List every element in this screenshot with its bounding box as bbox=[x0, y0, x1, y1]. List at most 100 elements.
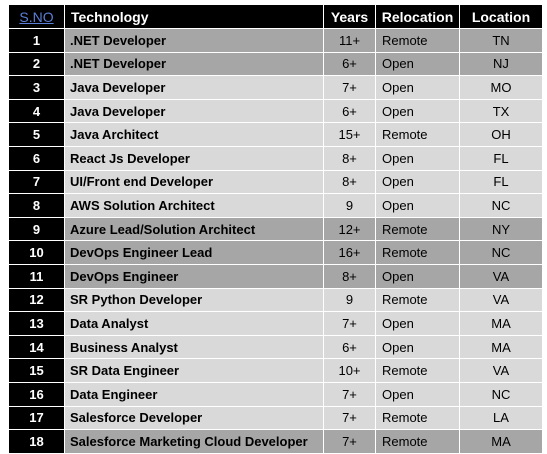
row-years: 16+ bbox=[323, 240, 376, 265]
row-relocation: Open bbox=[375, 98, 460, 124]
row-location: TN bbox=[459, 28, 543, 53]
row-technology: .NET Developer bbox=[64, 28, 324, 53]
row-technology: SR Python Developer bbox=[64, 287, 324, 313]
table-row: 17 Salesforce Developer 7+ Remote LA bbox=[8, 405, 543, 431]
table-row: 6 React Js Developer 8+ Open FL bbox=[8, 145, 543, 171]
table-row: 16 Data Engineer 7+ Open NC bbox=[8, 381, 543, 407]
row-years: 6+ bbox=[323, 334, 376, 360]
header-sno-link[interactable]: S.NO bbox=[8, 4, 65, 29]
header-relocation: Relocation bbox=[375, 4, 460, 29]
row-years: 10+ bbox=[323, 358, 376, 383]
table-body: 1 .NET Developer 11+ Remote TN 2 .NET Develope… bbox=[8, 28, 543, 454]
table-row: 4 Java Developer 6+ Open TX bbox=[8, 98, 543, 124]
row-sno: 7 bbox=[8, 169, 65, 195]
row-years: 7+ bbox=[323, 381, 376, 407]
row-years: 6+ bbox=[323, 98, 376, 124]
row-years: 11+ bbox=[323, 28, 376, 53]
table-row: 8 AWS Solution Architect 9 Open NC bbox=[8, 193, 543, 218]
row-sno: 9 bbox=[8, 216, 65, 242]
row-location: MO bbox=[459, 75, 543, 100]
row-sno: 6 bbox=[8, 145, 65, 171]
row-location: MA bbox=[459, 311, 543, 336]
row-sno: 13 bbox=[8, 311, 65, 336]
row-sno: 5 bbox=[8, 122, 65, 147]
row-technology: Salesforce Developer bbox=[64, 405, 324, 431]
row-sno: 4 bbox=[8, 98, 65, 124]
row-location: VA bbox=[459, 263, 543, 289]
row-sno: 1 bbox=[8, 28, 65, 53]
row-location: NY bbox=[459, 216, 543, 242]
table-row: 15 SR Data Engineer 10+ Remote VA bbox=[8, 358, 543, 383]
row-sno: 14 bbox=[8, 334, 65, 360]
row-relocation: Open bbox=[375, 381, 460, 407]
table-row: 9 Azure Lead/Solution Architect 12+ Remote N… bbox=[8, 216, 543, 242]
table-row: 13 Data Analyst 7+ Open MA bbox=[8, 311, 543, 336]
row-relocation: Open bbox=[375, 51, 460, 77]
row-relocation: Remote bbox=[375, 287, 460, 313]
row-relocation: Remote bbox=[375, 28, 460, 53]
table-header-row: S.NO Technology Years Relocation Locatio… bbox=[8, 4, 543, 29]
row-location: NC bbox=[459, 240, 543, 265]
table-row: 1 .NET Developer 11+ Remote TN bbox=[8, 28, 543, 53]
row-technology: Data Analyst bbox=[64, 311, 324, 336]
table-row: 11 DevOps Engineer 8+ Open VA bbox=[8, 263, 543, 289]
row-technology: Java Developer bbox=[64, 75, 324, 100]
row-years: 7+ bbox=[323, 75, 376, 100]
row-years: 15+ bbox=[323, 122, 376, 147]
row-relocation: Open bbox=[375, 193, 460, 218]
row-years: 8+ bbox=[323, 169, 376, 195]
row-years: 9 bbox=[323, 193, 376, 218]
row-sno: 8 bbox=[8, 193, 65, 218]
row-technology: DevOps Engineer Lead bbox=[64, 240, 324, 265]
row-sno: 11 bbox=[8, 263, 65, 289]
row-location: OH bbox=[459, 122, 543, 147]
row-relocation: Open bbox=[375, 311, 460, 336]
row-location: NC bbox=[459, 193, 543, 218]
row-years: 7+ bbox=[323, 311, 376, 336]
row-relocation: Open bbox=[375, 263, 460, 289]
row-sno: 10 bbox=[8, 240, 65, 265]
row-location: FL bbox=[459, 169, 543, 195]
row-location: TX bbox=[459, 98, 543, 124]
row-technology: SR Data Engineer bbox=[64, 358, 324, 383]
row-technology: Azure Lead/Solution Architect bbox=[64, 216, 324, 242]
row-relocation: Remote bbox=[375, 122, 460, 147]
table-row: 2 .NET Developer 6+ Open NJ bbox=[8, 51, 543, 77]
row-technology: Data Engineer bbox=[64, 381, 324, 407]
table-row: 14 Business Analyst 6+ Open MA bbox=[8, 334, 543, 360]
row-location: VA bbox=[459, 358, 543, 383]
row-years: 6+ bbox=[323, 51, 376, 77]
row-technology: .NET Developer bbox=[64, 51, 324, 77]
row-relocation: Open bbox=[375, 334, 460, 360]
row-sno: 17 bbox=[8, 405, 65, 431]
table-row: 3 Java Developer 7+ Open MO bbox=[8, 75, 543, 100]
table-row: 7 UI/Front end Developer 8+ Open FL bbox=[8, 169, 543, 195]
table-row: 10 DevOps Engineer Lead 16+ Remote NC bbox=[8, 240, 543, 265]
row-relocation: Remote bbox=[375, 358, 460, 383]
row-technology: Java Developer bbox=[64, 98, 324, 124]
row-technology: AWS Solution Architect bbox=[64, 193, 324, 218]
row-sno: 3 bbox=[8, 75, 65, 100]
row-sno: 18 bbox=[8, 429, 65, 454]
row-years: 8+ bbox=[323, 145, 376, 171]
row-years: 12+ bbox=[323, 216, 376, 242]
row-sno: 12 bbox=[8, 287, 65, 313]
header-technology: Technology bbox=[64, 4, 324, 29]
row-technology: DevOps Engineer bbox=[64, 263, 324, 289]
row-technology: Business Analyst bbox=[64, 334, 324, 360]
header-location: Location bbox=[459, 4, 543, 29]
row-sno: 16 bbox=[8, 381, 65, 407]
row-relocation: Open bbox=[375, 75, 460, 100]
job-openings-table: S.NO Technology Years Relocation Locatio… bbox=[8, 4, 543, 454]
row-location: NC bbox=[459, 381, 543, 407]
row-years: 7+ bbox=[323, 405, 376, 431]
row-location: FL bbox=[459, 145, 543, 171]
row-relocation: Remote bbox=[375, 216, 460, 242]
row-relocation: Remote bbox=[375, 240, 460, 265]
row-sno: 15 bbox=[8, 358, 65, 383]
row-relocation: Open bbox=[375, 145, 460, 171]
row-location: LA bbox=[459, 405, 543, 431]
row-technology: Java Architect bbox=[64, 122, 324, 147]
row-years: 8+ bbox=[323, 263, 376, 289]
row-location: MA bbox=[459, 334, 543, 360]
